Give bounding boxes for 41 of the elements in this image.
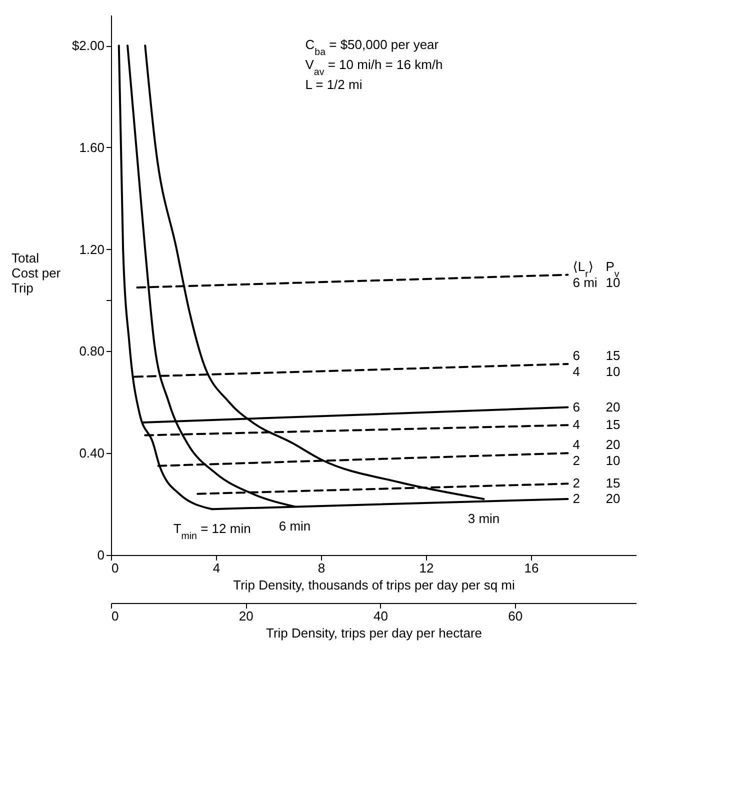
annotation: 20 xyxy=(606,399,620,414)
annotation: 15 xyxy=(606,476,620,491)
annotation: C$_{ba}$ = $50,000 per year xyxy=(305,37,440,58)
annotation: 3 min xyxy=(468,510,500,526)
annotation: T$_{min}$ = 12 min xyxy=(173,521,251,542)
annotation: 15 xyxy=(606,348,620,363)
annotation: 6 xyxy=(572,348,580,363)
annotation: 10 xyxy=(606,364,620,379)
x-tick-label: 16 xyxy=(524,560,539,576)
x-tick-label: 0 xyxy=(112,560,119,576)
annotation: 6 min xyxy=(278,518,311,534)
y-tick-label: 1.20 xyxy=(79,242,104,257)
annotation: 6 xyxy=(572,399,580,414)
annotation: 2 xyxy=(572,453,580,468)
x2-axis-title: Trip Density, trips per day per hectare xyxy=(266,626,482,640)
x-axis-title: Trip Density, thousands of trips per day per sq mi xyxy=(233,578,515,592)
annotation: 2 xyxy=(572,490,580,506)
x2-tick-label: 60 xyxy=(508,608,523,624)
x-tick-label: 4 xyxy=(212,560,220,576)
annotation: 2 xyxy=(572,476,580,491)
x-tick-label: 12 xyxy=(419,560,434,576)
x2-tick-label: 20 xyxy=(238,608,254,624)
annotation: 20 xyxy=(606,437,620,452)
y-tick-label: 1.60 xyxy=(79,140,104,155)
annotation: V$_{av}$ = 10 mi/h = 16 km/h xyxy=(305,57,443,78)
annotation: 4 xyxy=(572,437,580,452)
annotation: 4 xyxy=(572,417,580,432)
y-tick-label: 0.80 xyxy=(79,344,104,359)
x2-tick-label: 40 xyxy=(373,608,388,624)
annotation: 6 mi xyxy=(572,274,598,290)
y-axis-title: Total Cost per Trip xyxy=(12,250,62,296)
y-tick-label: 0 xyxy=(97,548,104,562)
x2-tick-label: 0 xyxy=(112,608,119,624)
x-tick-label: 8 xyxy=(318,560,326,576)
annotation: 4 xyxy=(572,364,580,379)
y-tick-label: $2.00 xyxy=(72,38,104,54)
y-tick-label: 0.40 xyxy=(79,446,104,461)
annotation: 20 xyxy=(606,490,620,506)
annotation: L = 1/2 mi xyxy=(305,77,362,92)
annotation: 10 xyxy=(606,453,620,468)
annotation: 15 xyxy=(606,417,620,432)
